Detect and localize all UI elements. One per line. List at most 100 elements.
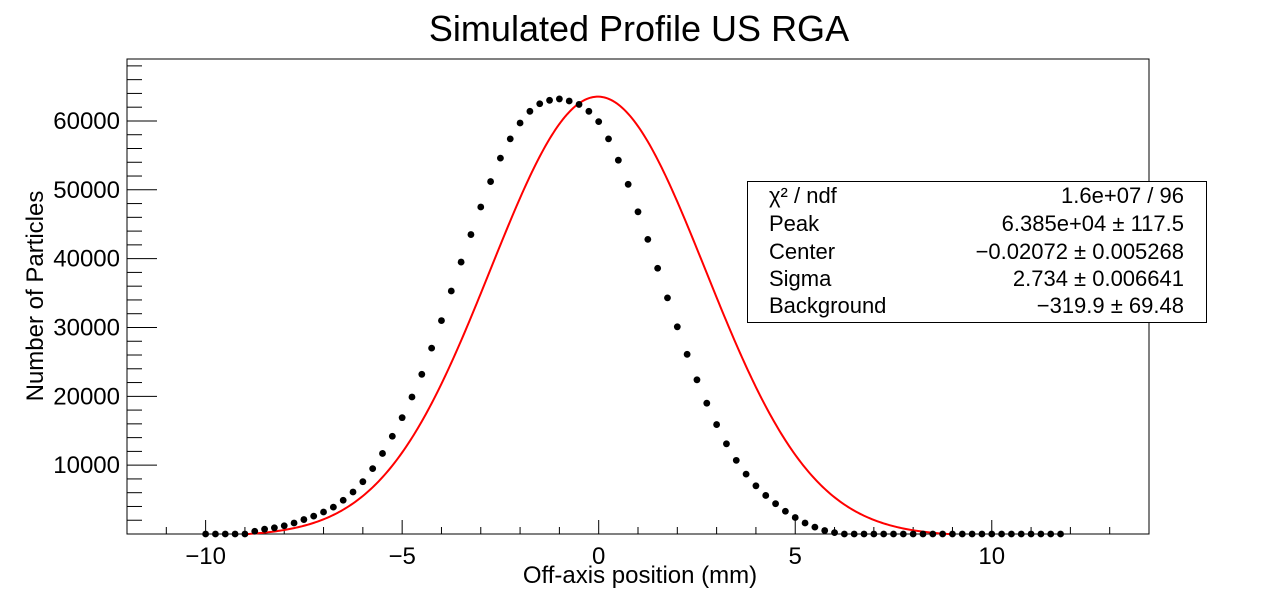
- stat-row-chi2: χ² / ndf 1.6e+07 / 96: [748, 183, 1206, 210]
- stat-value: 1.6e+07 / 96: [1061, 183, 1184, 208]
- data-point: [850, 530, 858, 538]
- data-point: [732, 456, 740, 464]
- data-point: [438, 317, 445, 324]
- data-point: [634, 208, 642, 216]
- y-tick-label: 30000: [53, 314, 120, 341]
- data-point: [605, 135, 612, 143]
- data-point: [536, 100, 544, 108]
- data-point: [379, 450, 386, 457]
- x-tick-label: 5: [789, 543, 802, 570]
- data-point: [664, 294, 671, 302]
- data-point: [624, 180, 632, 188]
- data-point: [1047, 530, 1055, 538]
- data-point: [762, 492, 770, 499]
- data-point: [1027, 530, 1035, 538]
- stat-value: 6.385e+04 ± 117.5: [1001, 211, 1184, 236]
- data-point: [359, 478, 367, 486]
- data-point: [261, 525, 268, 533]
- data-point: [742, 470, 750, 478]
- fit-line: [244, 95, 953, 535]
- y-tick-label: 10000: [53, 452, 120, 479]
- data-point: [978, 530, 986, 538]
- data-point: [497, 154, 504, 162]
- data-point: [271, 524, 278, 532]
- y-tick-label: 20000: [53, 383, 120, 410]
- data-point: [998, 530, 1005, 538]
- data-point: [221, 530, 229, 538]
- stat-row-peak: Peak 6.385e+04 ± 117.5: [748, 211, 1206, 238]
- data-point: [870, 530, 878, 538]
- data-point: [546, 96, 553, 104]
- data-point: [929, 530, 937, 538]
- data-point: [958, 530, 966, 538]
- data-point: [290, 519, 298, 527]
- y-tick-labels: 10000 20000 30000 40000 50000 60000: [53, 108, 120, 479]
- chart-title: Simulated Profile US RGA: [428, 8, 850, 49]
- data-point: [919, 530, 927, 538]
- data-point: [840, 530, 848, 538]
- data-point: [526, 107, 534, 115]
- data-point: [202, 530, 210, 538]
- data-point: [801, 519, 809, 527]
- data-point: [506, 135, 514, 143]
- stat-row-background: Background −319.9 ± 69.48: [748, 293, 1206, 320]
- data-point: [418, 370, 426, 378]
- y-tick-label: 60000: [53, 108, 120, 135]
- y-axis-label: Number of Particles: [22, 190, 49, 402]
- x-tick-label: −5: [388, 543, 415, 570]
- y-tick-label: 40000: [53, 246, 120, 273]
- data-point: [821, 527, 829, 534]
- data-point: [241, 530, 249, 538]
- stat-value: −0.02072 ± 0.005268: [975, 239, 1184, 264]
- data-point: [1008, 530, 1015, 538]
- data-point: [487, 178, 494, 185]
- data-point: [644, 235, 652, 243]
- data-point: [555, 95, 563, 103]
- axis-ticks: [126, 65, 1150, 534]
- data-point: [428, 344, 436, 352]
- x-tick-label: −10: [185, 543, 226, 570]
- data-point: [447, 287, 455, 295]
- data-point: [909, 530, 917, 538]
- data-point: [890, 530, 897, 538]
- data-point: [860, 530, 868, 538]
- data-point: [831, 529, 838, 537]
- x-axis-label: Off-axis position (mm): [522, 562, 758, 589]
- data-point: [280, 522, 288, 530]
- data-point: [1057, 530, 1064, 538]
- stat-row-center: Center −0.02072 ± 0.005268: [748, 239, 1206, 266]
- data-point: [320, 508, 327, 516]
- data-point: [703, 399, 711, 407]
- data-point: [388, 432, 396, 440]
- data-point: [300, 516, 308, 523]
- data-point: [988, 530, 996, 538]
- fit-curve: [244, 95, 953, 535]
- data-point: [752, 482, 760, 490]
- data-point: [339, 496, 347, 504]
- stat-label: Peak: [769, 211, 820, 236]
- data-point: [880, 530, 888, 538]
- stat-row-sigma: Sigma 2.734 ± 0.006641: [748, 266, 1206, 293]
- data-points: [202, 95, 1064, 538]
- data-point: [713, 421, 721, 428]
- data-point: [398, 414, 406, 422]
- stat-label: χ² / ndf: [769, 183, 837, 208]
- data-point: [939, 530, 947, 538]
- data-point: [968, 530, 976, 538]
- data-point: [595, 118, 603, 126]
- data-point: [251, 527, 259, 535]
- data-point: [516, 119, 524, 127]
- fit-stats-box: χ² / ndf 1.6e+07 / 96 Peak 6.385e+04 ± 1…: [747, 181, 1207, 323]
- data-point: [673, 323, 681, 331]
- data-point: [310, 512, 318, 520]
- y-tick-label: 50000: [53, 177, 120, 204]
- data-point: [585, 107, 593, 115]
- data-point: [693, 376, 701, 384]
- x-tick-label: 0: [592, 543, 605, 570]
- data-point: [614, 156, 622, 164]
- stat-label: Sigma: [769, 266, 832, 291]
- data-point: [329, 503, 337, 511]
- data-point: [949, 530, 956, 538]
- data-point: [408, 393, 416, 401]
